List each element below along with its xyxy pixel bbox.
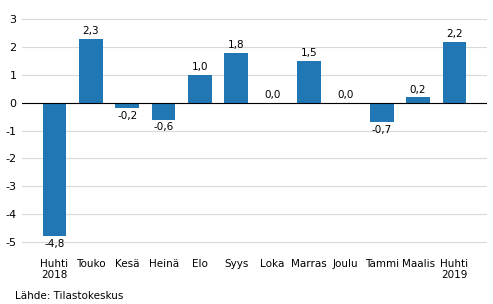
Bar [370,103,393,122]
Text: -0,6: -0,6 [153,122,174,132]
Bar [152,103,176,119]
Bar [79,39,103,103]
Text: 0,2: 0,2 [410,85,426,95]
Text: 2,3: 2,3 [83,26,99,36]
Text: -4,8: -4,8 [44,239,65,249]
Text: 2,2: 2,2 [446,29,463,39]
Bar [406,97,430,103]
Text: 1,0: 1,0 [192,62,208,72]
Bar [115,103,139,109]
Text: 1,8: 1,8 [228,40,245,50]
Text: -0,2: -0,2 [117,111,138,121]
Bar [297,61,321,103]
Bar [188,75,212,103]
Text: -0,7: -0,7 [372,125,392,135]
Text: 0,0: 0,0 [264,90,281,100]
Text: 0,0: 0,0 [337,90,353,100]
Bar [43,103,67,237]
Text: 1,5: 1,5 [301,48,317,58]
Text: Lähde: Tilastokeskus: Lähde: Tilastokeskus [15,291,123,301]
Bar [224,53,248,103]
Bar [443,42,466,103]
